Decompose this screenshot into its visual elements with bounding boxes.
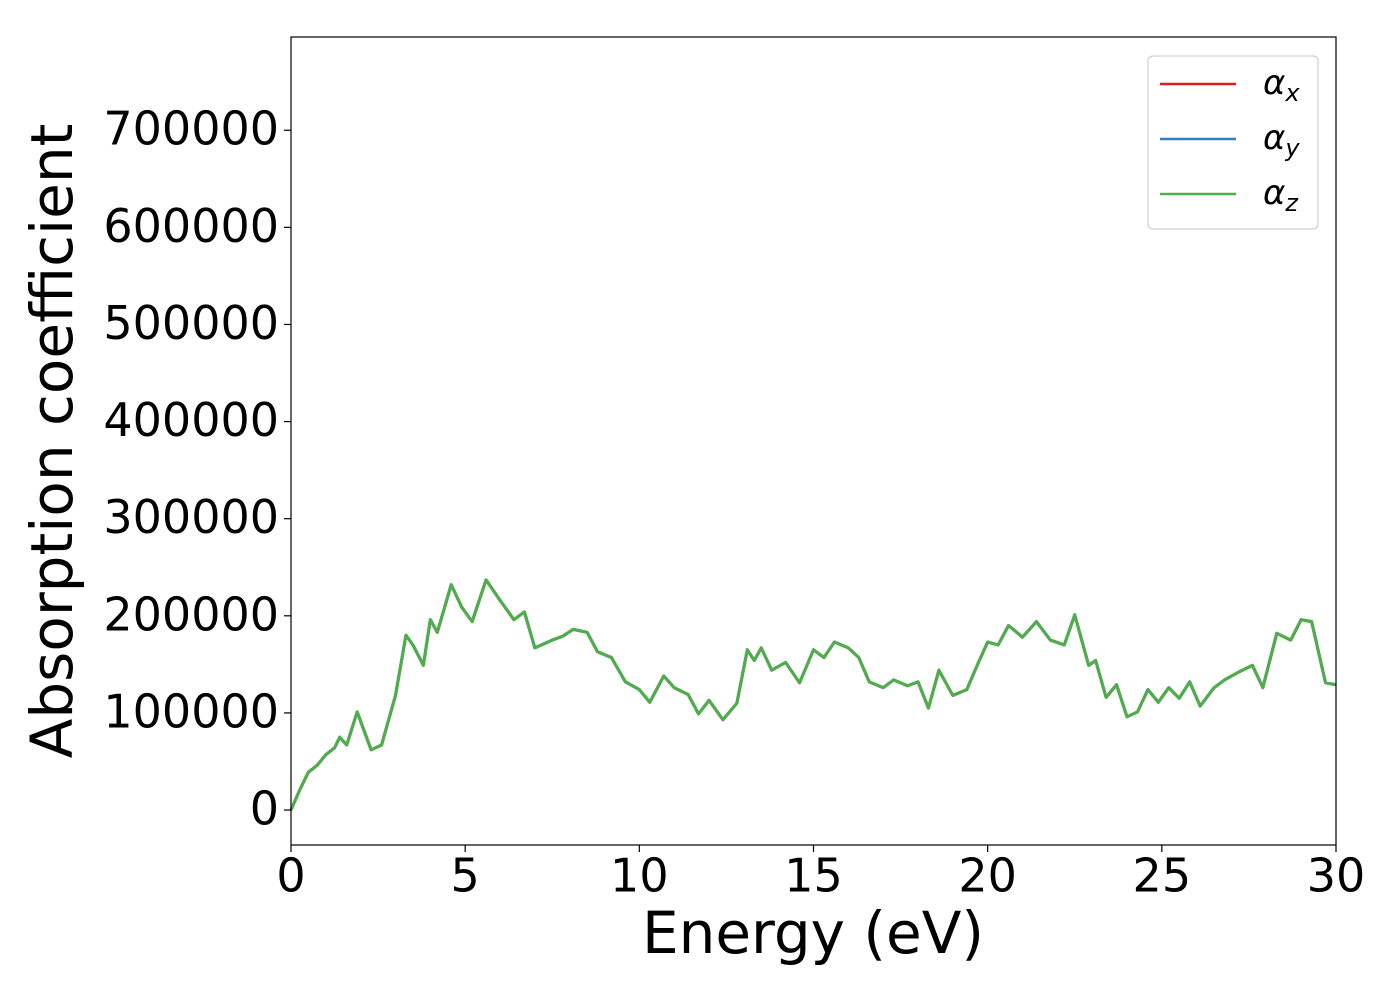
y-tick-label: 600000 [103,199,279,253]
data-line [289,578,1337,811]
x-tick-label: 0 [276,849,305,903]
data-line [289,578,1337,811]
legend-label: αy [1263,118,1300,163]
y-tick-label: 0 [250,782,279,836]
y-tick-label: 100000 [103,684,279,738]
x-tick-label: 5 [451,849,480,903]
legend-label: αz [1263,173,1299,218]
x-axis-label: Energy (eV) [642,899,984,967]
y-tick-label: 400000 [103,393,279,447]
y-tick-label: 500000 [103,296,279,350]
y-tick-label: 300000 [103,490,279,544]
legend-label: αx [1263,63,1300,108]
x-tick-label: 10 [610,849,669,903]
x-tick-label: 30 [1307,849,1366,903]
legend-box [1147,55,1319,230]
x-tick-label: 15 [784,849,843,903]
x-tick-label: 25 [1133,849,1192,903]
x-tick-label: 20 [958,849,1017,903]
y-tick-label: 700000 [103,102,279,156]
data-line [289,578,1337,811]
y-tick-label: 200000 [103,587,279,641]
y-axis-label: Absorption coefficient [18,124,86,759]
